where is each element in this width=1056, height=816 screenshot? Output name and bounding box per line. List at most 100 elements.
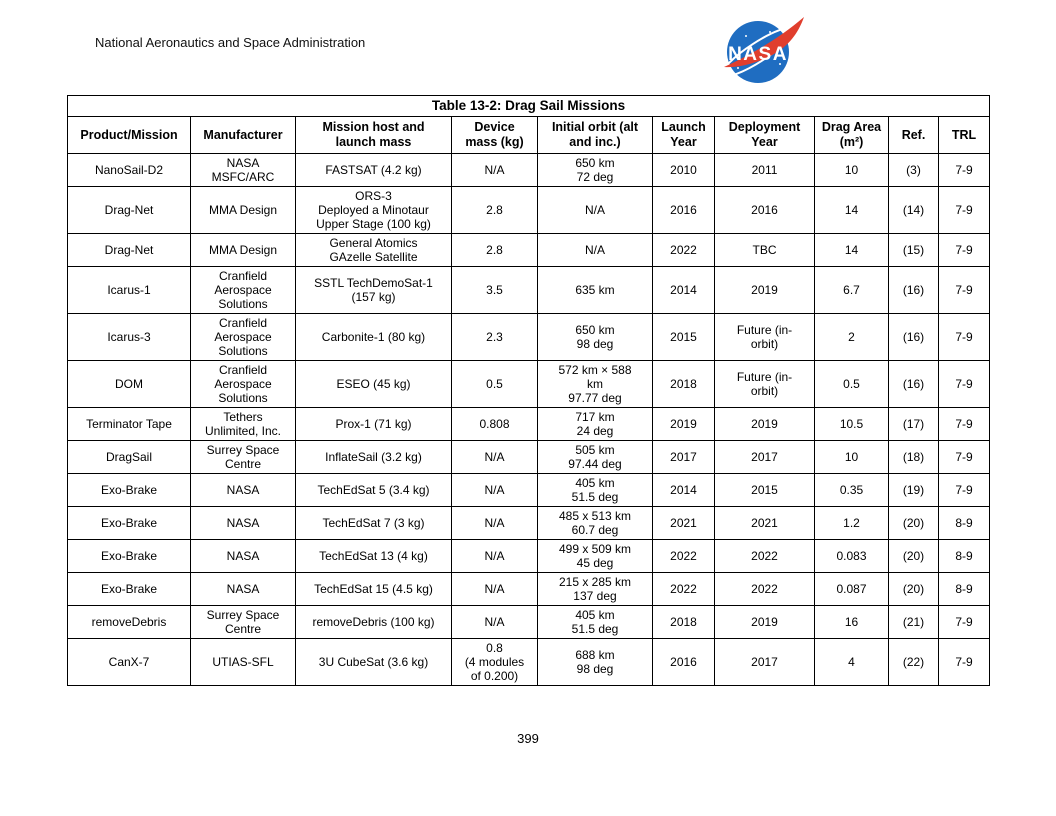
table-cell: Future (in- orbit) (714, 360, 815, 408)
table-cell: 2022 (714, 539, 815, 573)
table-cell: TechEdSat 15 (4.5 kg) (295, 572, 452, 606)
table-cell: N/A (451, 153, 538, 187)
table-cell: N/A (451, 440, 538, 474)
table-cell: (16) (888, 360, 939, 408)
table-row: Exo-Brake NASA TechEdSat 5 (3.4 kg) N/A 405 … (67, 473, 991, 507)
column-header: TRL (937, 116, 991, 154)
table-cell: NASA (190, 572, 296, 606)
table-cell: InflateSail (3.2 kg) (295, 440, 452, 474)
table-cell: (19) (888, 473, 939, 507)
table-cell: (3) (888, 153, 939, 187)
table-cell: ORS-3 Deployed a Minotaur Upper Stage (1… (295, 186, 452, 234)
table-cell: CanX-7 (67, 638, 191, 686)
table-cell: 2014 (652, 266, 715, 314)
table-cell: UTIAS-SFL (190, 638, 296, 686)
table-cell: N/A (451, 506, 538, 540)
table-cell: 2019 (714, 266, 815, 314)
table-cell: N/A (451, 572, 538, 606)
column-header: Product/Mission (67, 116, 191, 154)
table-cell: 650 km 98 deg (537, 313, 653, 361)
table-cell: NanoSail-D2 (67, 153, 191, 187)
table-cell: 7-9 (937, 186, 991, 234)
table-cell: (15) (888, 233, 939, 267)
table-row: Exo-Brake NASA TechEdSat 15 (4.5 kg) N/A 215… (67, 572, 991, 606)
table-cell: 405 km 51.5 deg (537, 605, 653, 639)
column-header: Drag Area (m²) (814, 116, 889, 154)
table-cell: 635 km (537, 266, 653, 314)
table-cell: 14 (814, 233, 889, 267)
table-cell: 10 (814, 153, 889, 187)
table-cell: (17) (888, 407, 939, 441)
table-cell: SSTL TechDemoSat-1 (157 kg) (295, 266, 452, 314)
drag-sail-missions-table: Table 13-2: Drag Sail Missions Product/M… (66, 95, 991, 686)
table-cell: 6.7 (814, 266, 889, 314)
table-cell: 2011 (714, 153, 815, 187)
table-cell: 485 x 513 km 60.7 deg (537, 506, 653, 540)
table-cell: 717 km 24 deg (537, 407, 653, 441)
table-cell: 14 (814, 186, 889, 234)
column-header: Manufacturer (190, 116, 296, 154)
page-number: 399 (517, 731, 539, 746)
table-cell: 2018 (652, 605, 715, 639)
table-cell: (22) (888, 638, 939, 686)
table-row: Icarus-3 Cranfield Aerospace Solutions Car… (67, 313, 991, 361)
table-cell: Cranfield Aerospace Solutions (190, 360, 296, 408)
table-cell: (14) (888, 186, 939, 234)
table-cell: Tethers Unlimited, Inc. (190, 407, 296, 441)
table-cell: 2 (814, 313, 889, 361)
table-cell: NASA (190, 473, 296, 507)
column-header: Mission host and launch mass (295, 116, 452, 154)
table-cell: 3U CubeSat (3.6 kg) (295, 638, 452, 686)
table-cell: Exo-Brake (67, 473, 191, 507)
table-row: DragSail Surrey Space Centre InflateSail (… (67, 440, 991, 474)
table-cell: 2015 (714, 473, 815, 507)
table-cell: Icarus-3 (67, 313, 191, 361)
table-cell: 2021 (652, 506, 715, 540)
table-row: Terminator Tape Tethers Unlimited, Inc. Pr… (67, 407, 991, 441)
table-cell: removeDebris (100 kg) (295, 605, 452, 639)
nasa-logo-text: NASA (728, 44, 788, 65)
table-cell: (18) (888, 440, 939, 474)
table-cell: 10 (814, 440, 889, 474)
table-cell: Carbonite-1 (80 kg) (295, 313, 452, 361)
table-cell: 0.087 (814, 572, 889, 606)
table-cell: Surrey Space Centre (190, 605, 296, 639)
table-cell: Exo-Brake (67, 539, 191, 573)
table-cell: 7-9 (937, 313, 991, 361)
column-header: Ref. (888, 116, 939, 154)
table-cell: 7-9 (937, 407, 991, 441)
table-cell: Drag-Net (67, 233, 191, 267)
table-cell: 405 km 51.5 deg (537, 473, 653, 507)
column-header-row: Product/Mission Manufacturer Mission host … (67, 116, 991, 154)
table-cell: 572 km × 588 km 97.77 deg (537, 360, 653, 408)
table-row: Exo-Brake NASA TechEdSat 13 (4 kg) N/A 499 x… (67, 539, 991, 573)
table-cell: 7-9 (937, 233, 991, 267)
table-row: Exo-Brake NASA TechEdSat 7 (3 kg) N/A 485 x … (67, 506, 991, 540)
table-cell: 2019 (652, 407, 715, 441)
table-cell: 215 x 285 km 137 deg (537, 572, 653, 606)
table-cell: Exo-Brake (67, 572, 191, 606)
table-cell: 8-9 (937, 506, 991, 540)
table-cell: DOM (67, 360, 191, 408)
column-header: Device mass (kg) (451, 116, 538, 154)
table-cell: Future (in- orbit) (714, 313, 815, 361)
table-cell: TBC (714, 233, 815, 267)
table-cell: 0.5 (814, 360, 889, 408)
table-cell: General Atomics GAzelle Satellite (295, 233, 452, 267)
table-cell: 0.35 (814, 473, 889, 507)
table-cell: N/A (537, 186, 653, 234)
table-cell: 3.5 (451, 266, 538, 314)
table-cell: (21) (888, 605, 939, 639)
table-cell: 2021 (714, 506, 815, 540)
table-cell: 2019 (714, 407, 815, 441)
table-cell: Icarus-1 (67, 266, 191, 314)
table-cell: FASTSAT (4.2 kg) (295, 153, 452, 187)
table-cell: TechEdSat 13 (4 kg) (295, 539, 452, 573)
table-cell: ESEO (45 kg) (295, 360, 452, 408)
table-cell: 2.3 (451, 313, 538, 361)
table-cell: 2017 (652, 440, 715, 474)
table-cell: Drag-Net (67, 186, 191, 234)
table-cell: MMA Design (190, 186, 296, 234)
table-cell: 2016 (652, 186, 715, 234)
